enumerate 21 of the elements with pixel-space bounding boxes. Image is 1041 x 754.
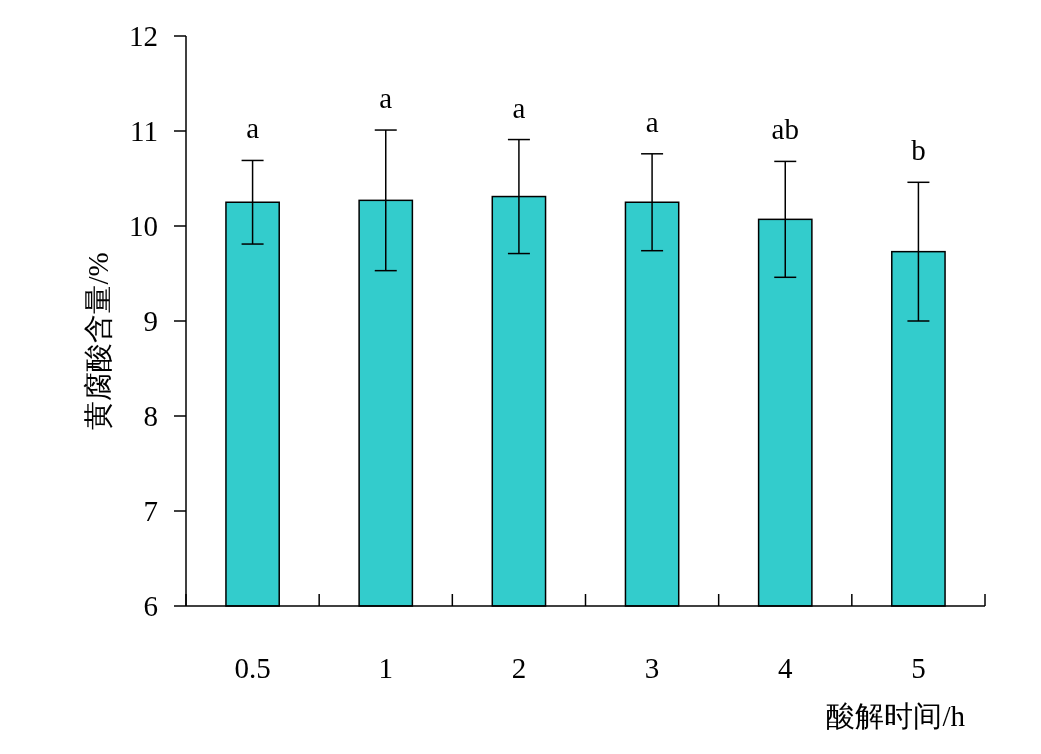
y-tick-label: 8 — [143, 400, 158, 432]
annotation: a — [246, 112, 260, 145]
x-tick-label: 1 — [378, 652, 393, 684]
y-tick-label: 10 — [129, 210, 158, 242]
y-tick-label: 9 — [143, 305, 158, 337]
annotation: a — [512, 91, 526, 124]
x-tick-label: 3 — [644, 652, 660, 684]
x-tick-label: 2 — [511, 652, 527, 684]
annotation: a — [379, 82, 393, 115]
x-axis-title: 酸解时间/h — [826, 700, 966, 732]
x-tick-label: 4 — [778, 652, 793, 684]
x-tick-label: 0.5 — [234, 652, 271, 684]
y-tick-label: 12 — [129, 20, 158, 52]
annotation: b — [911, 134, 926, 167]
y-axis-title: 黄腐酸含量/% — [82, 252, 114, 430]
y-tick-label: 7 — [143, 495, 158, 527]
y-tick-label: 6 — [143, 590, 158, 622]
annotation: a — [645, 105, 659, 138]
y-tick-label: 11 — [130, 115, 158, 147]
x-tick-label: 5 — [911, 652, 926, 684]
annotation: ab — [771, 113, 799, 146]
